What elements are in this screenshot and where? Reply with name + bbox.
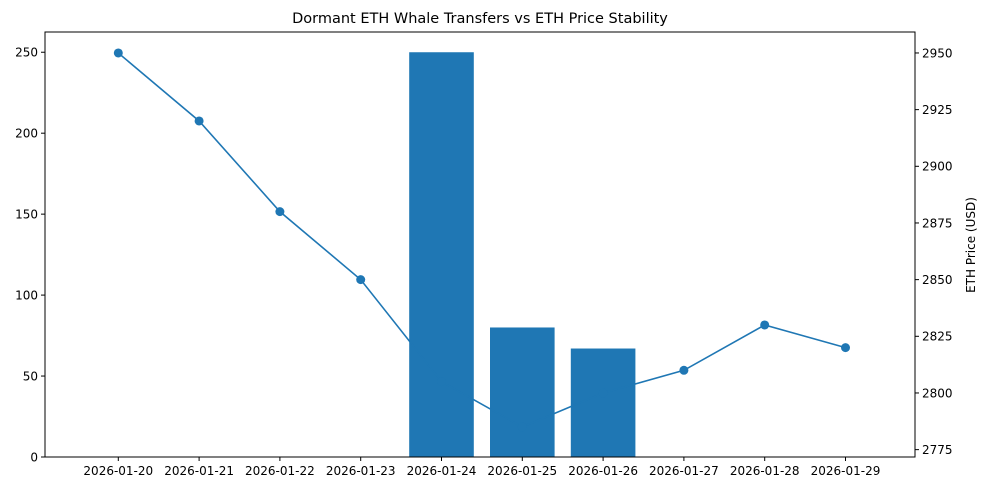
y-tick-label: 100 [15, 288, 38, 302]
price-point-2026-01-21 [194, 116, 204, 126]
price-point-2026-01-24 [437, 377, 446, 387]
x-tick-label: 2026-01-24 [407, 464, 477, 478]
plot-frame [44, 31, 916, 458]
x-tick-label: 2026-01-20 [83, 464, 153, 478]
price-series [113, 48, 850, 432]
x-tick-label: 2026-01-28 [730, 464, 800, 478]
y2-tick-label: 2875 [922, 216, 953, 230]
y2-tick-label: 2900 [922, 160, 953, 174]
price-point-2026-01-23 [356, 275, 366, 285]
price-line [117, 52, 846, 428]
bar-2026-01-24 [409, 52, 474, 458]
y-tick-label: 0 [30, 450, 38, 464]
left-y-axis: 0 50 100 150 200 250 [15, 46, 45, 464]
y2-tick-label: 2775 [922, 443, 953, 457]
x-tick-label: 2026-01-26 [568, 464, 638, 478]
y-tick-label: 250 [15, 46, 38, 60]
price-point-2026-01-28 [760, 320, 770, 330]
y2-tick-label: 2825 [922, 330, 953, 344]
y-tick-label: 200 [15, 126, 38, 140]
chart-title: Dormant ETH Whale Transfers vs ETH Price… [292, 11, 668, 27]
x-tick-label: 2026-01-22 [245, 464, 315, 478]
price-point-2026-01-22 [275, 207, 285, 217]
y-tick-label: 150 [15, 207, 38, 221]
y2-tick-label: 2925 [922, 103, 953, 117]
x-tick-label: 2026-01-21 [164, 464, 234, 478]
x-tick-label: 2026-01-23 [326, 464, 396, 478]
y2-tick-label: 2950 [922, 46, 953, 60]
price-point-2026-01-25 [517, 422, 527, 432]
y-tick-label: 50 [23, 369, 38, 383]
price-point-2026-01-29 [841, 343, 850, 353]
x-tick-label: 2026-01-25 [487, 464, 557, 478]
x-axis: 2026-01-20 2026-01-21 2026-01-22 2026-01-23… [83, 457, 880, 478]
y2-tick-label: 2850 [922, 273, 953, 287]
price-point-2026-01-26 [598, 388, 608, 398]
x-tick-label: 2026-01-27 [649, 464, 719, 478]
price-point-2026-01-20 [113, 48, 123, 58]
bar-series [409, 52, 636, 458]
x-tick-label: 2026-01-29 [811, 464, 881, 478]
y2-tick-label: 2800 [922, 386, 953, 400]
bar-2026-01-25 [490, 327, 555, 457]
price-point-2026-01-27 [679, 365, 689, 375]
right-axis-title: ETH Price (USD) [964, 197, 978, 293]
right-y-axis: 2775 2800 2825 2850 2875 2900 2925 2950 [915, 46, 953, 457]
